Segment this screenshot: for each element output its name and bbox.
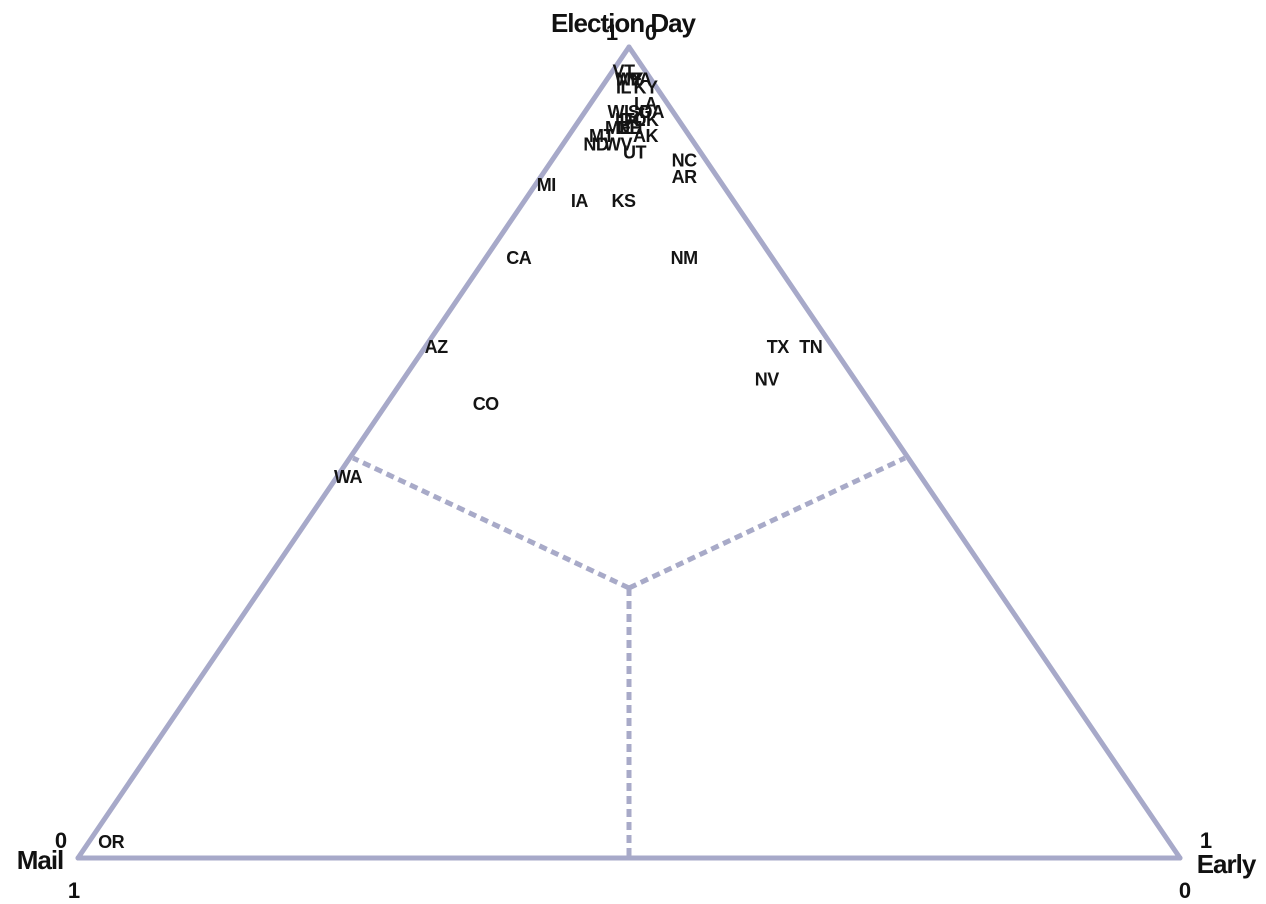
state-point-label: MI: [537, 175, 556, 195]
state-point-label: CA: [506, 248, 531, 268]
right-tick-top: 1: [1200, 828, 1212, 853]
state-point-label: VT: [612, 61, 635, 81]
state-point-label: TN: [799, 337, 822, 357]
region-dividers: [351, 455, 907, 858]
state-point-label: WI: [608, 102, 629, 122]
left-tick-bottom: 1: [68, 878, 80, 903]
state-point-label: OK: [633, 110, 660, 130]
state-point-label: CO: [473, 394, 499, 414]
state-point-label: SD: [628, 102, 653, 122]
top-tick-left: 1: [606, 20, 618, 45]
right-edge: [626, 44, 1183, 861]
state-point-label: ME: [616, 69, 642, 89]
state-point-label: KY: [633, 78, 657, 98]
state-point-label: NE: [617, 118, 641, 138]
state-point-label: IL: [616, 78, 632, 98]
top-tick-right: 0: [645, 20, 657, 45]
state-point-label: AR: [672, 167, 697, 187]
state-point-label: ND: [583, 134, 608, 154]
state-point-label: NM: [671, 248, 698, 268]
state-point-label: ME: [605, 118, 631, 138]
state-point-label: WV: [604, 134, 632, 154]
left-edge: [75, 44, 632, 861]
axis-labels: Election Day 1 0 Mail 0 1 Early 1 0: [17, 8, 1258, 903]
state-point-label: AK: [633, 126, 658, 146]
state-point-label: OH: [616, 118, 642, 138]
right-tick-bottom: 0: [1179, 878, 1191, 903]
state-point-label: MT: [589, 126, 614, 146]
left-tick-top: 0: [55, 828, 67, 853]
triangle-frame: [75, 44, 1183, 861]
state-point-label: UT: [623, 142, 646, 162]
state-point-label: AZ: [425, 337, 448, 357]
state-point-label: WA: [334, 467, 362, 487]
state-point-label: GA: [638, 102, 665, 122]
state-point-label: VA: [629, 69, 652, 89]
right-vertex-label: Early: [1197, 849, 1257, 879]
region-line-right: [627, 455, 907, 591]
state-point-label: LA: [634, 94, 657, 114]
state-point-label: ID: [615, 110, 633, 130]
region-line-left: [351, 455, 631, 591]
state-point-label: IA: [571, 191, 589, 211]
state-point-label: FL: [624, 110, 645, 130]
state-point-label: NV: [755, 370, 779, 390]
state-point-label: NC: [672, 151, 697, 171]
left-vertex-label: Mail: [17, 845, 64, 875]
top-vertex-label: Election Day: [551, 8, 697, 38]
state-point-label: TX: [767, 337, 789, 357]
state-point-label: WY: [615, 69, 643, 89]
state-point-label: OR: [98, 832, 125, 852]
state-point-label: KS: [611, 191, 635, 211]
